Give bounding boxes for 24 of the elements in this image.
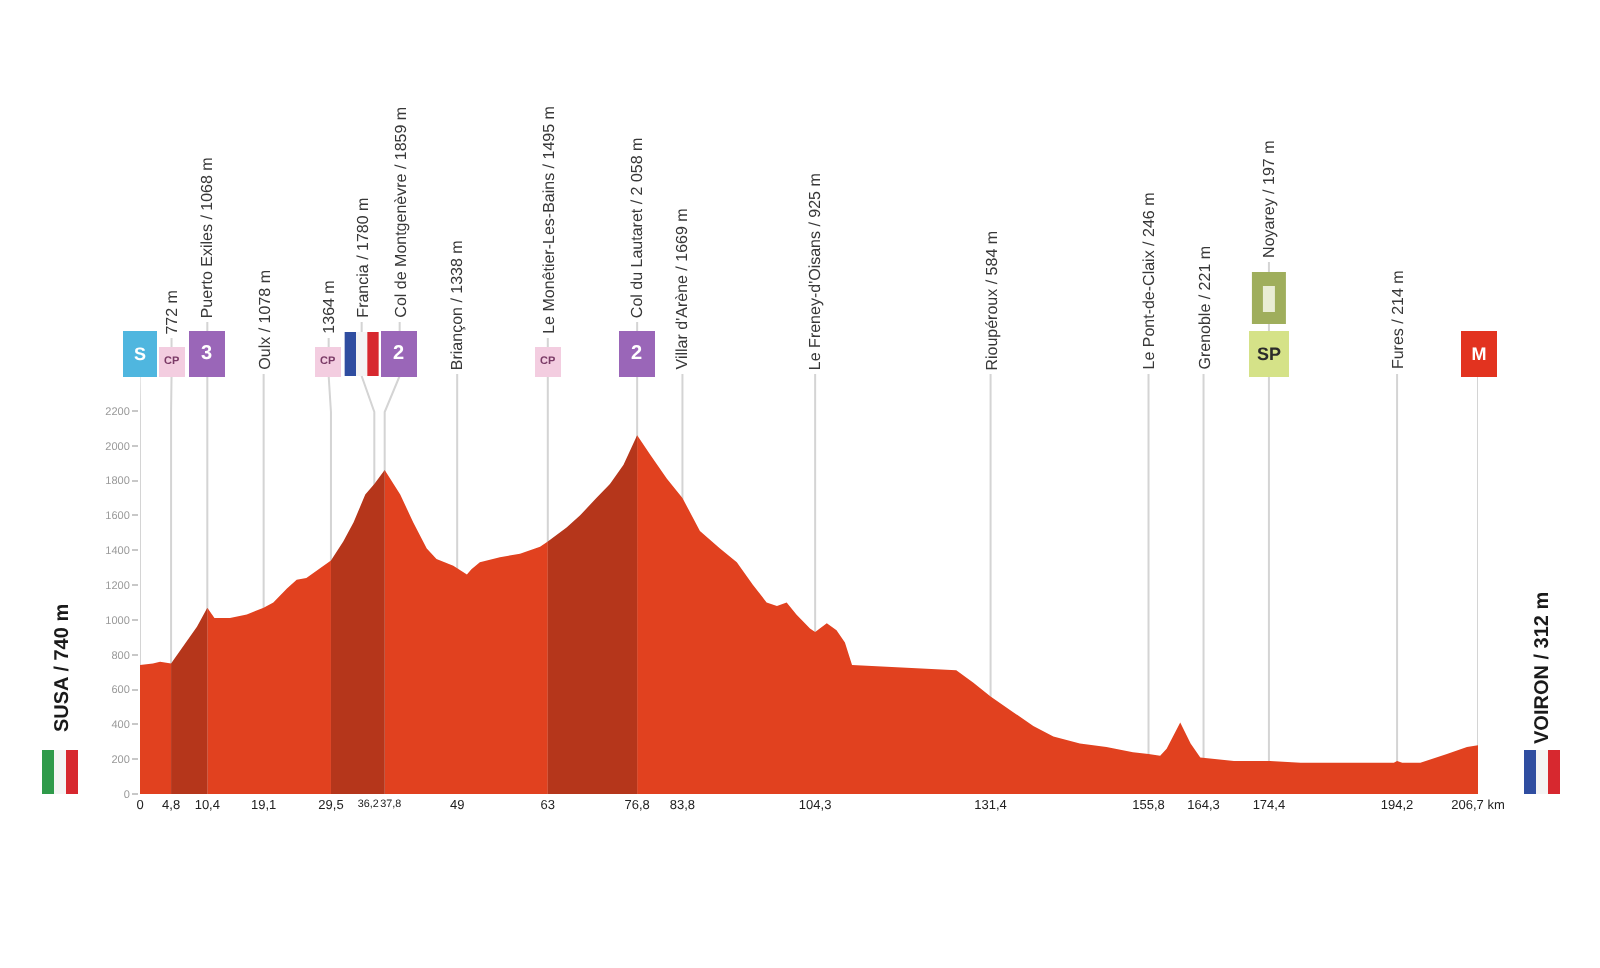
ref-line-label: 1364 m [319, 279, 338, 334]
ref-line-label: Briançon / 1338 m [448, 239, 467, 371]
text: M [1471, 344, 1487, 364]
ref-line-label: Le Monêtier-Les-Bains / 1495 m [539, 105, 558, 334]
ref-line-label: Noyarey / 197 m [1259, 139, 1278, 258]
ref-line-label: 772 m [162, 289, 181, 335]
ref-line-label: Puerto Exiles / 1068 m [198, 156, 217, 319]
y2-axis-title: VOIRON / 312 m [1532, 591, 1554, 744]
text: 2 [631, 343, 643, 365]
ref-line-label: Oulx / 1078 m [255, 269, 274, 370]
text: S [133, 344, 147, 364]
text: 3 [201, 343, 213, 365]
text: SP [1256, 344, 1282, 364]
ref-line-label: Col de Montgenèvre / 1859 m [391, 106, 410, 318]
ref-line-label: Francia / 1780 m [353, 196, 372, 318]
ref-line-label: Col du Lautaret / 2 058 m [628, 136, 647, 319]
ref-line-label: Le Freney-d'Oisans / 925 m [806, 172, 825, 371]
text: 2 [393, 343, 405, 365]
ref-line-label: Rioupéroux / 584 m [982, 230, 1001, 371]
ref-line-label: Fures / 214 m [1389, 269, 1408, 370]
ref-line-label: Grenoble / 221 m [1195, 245, 1214, 370]
ref-line-label: Le Pont-de-Claix / 246 m [1139, 191, 1158, 370]
ref-line-label: Villar d'Arène / 1669 m [673, 207, 692, 370]
y-axis-title: SUSA / 740 m [52, 603, 74, 732]
